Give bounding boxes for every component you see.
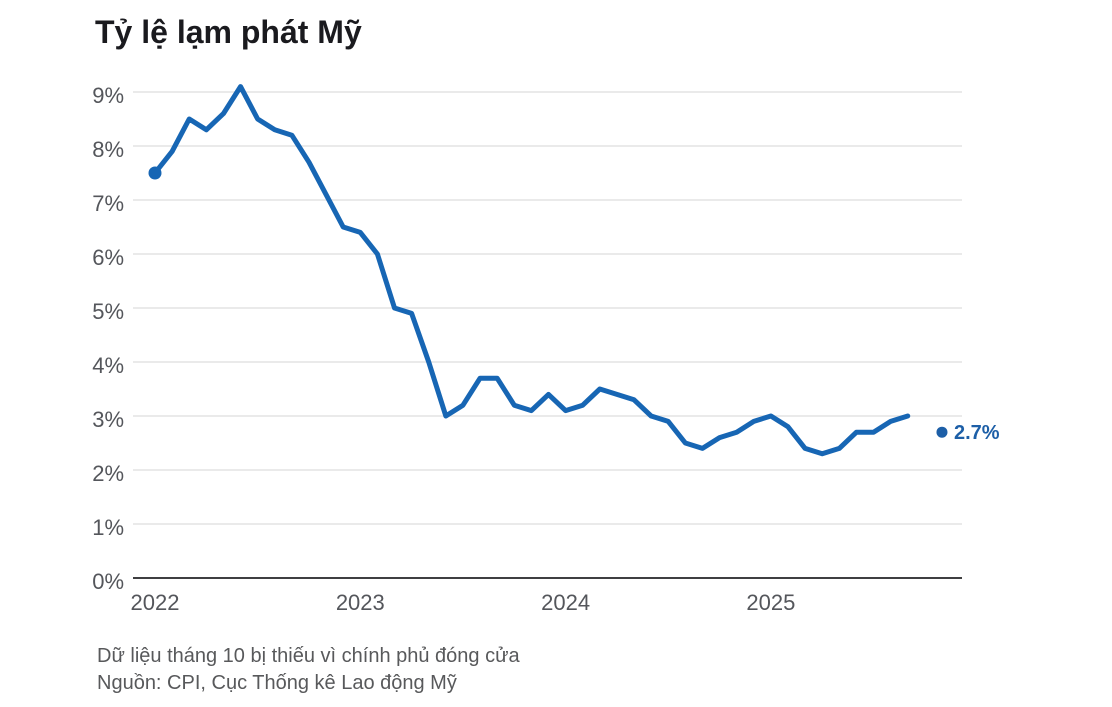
latest-point-marker	[936, 426, 948, 438]
y-tick-label: 3%	[92, 407, 124, 432]
x-tick-label: 2024	[541, 590, 590, 615]
chart-title: Tỷ lệ lạm phát Mỹ	[95, 14, 362, 50]
y-tick-label: 1%	[92, 515, 124, 540]
y-tick-label: 2%	[92, 461, 124, 486]
x-tick-label: 2025	[746, 590, 795, 615]
x-tick-label: 2023	[336, 590, 385, 615]
note-missing-data: Dữ liệu tháng 10 bị thiếu vì chính phủ đ…	[97, 645, 520, 667]
y-tick-label: 9%	[92, 83, 124, 108]
y-tick-label: 0%	[92, 569, 124, 594]
first-point-marker	[148, 166, 162, 180]
y-tick-label: 4%	[92, 353, 124, 378]
x-tick-label: 2022	[131, 590, 180, 615]
y-tick-label: 5%	[92, 299, 124, 324]
latest-value-label: 2.7%	[954, 422, 1000, 444]
y-tick-label: 6%	[92, 245, 124, 270]
y-tick-label: 7%	[92, 191, 124, 216]
inflation-line	[152, 84, 911, 457]
chart-footnotes: Dữ liệu tháng 10 bị thiếu vì chính phủ đ…	[97, 643, 520, 697]
note-source: Nguồn: CPI, Cục Thống kê Lao động Mỹ	[97, 672, 457, 694]
y-tick-label: 8%	[92, 137, 124, 162]
